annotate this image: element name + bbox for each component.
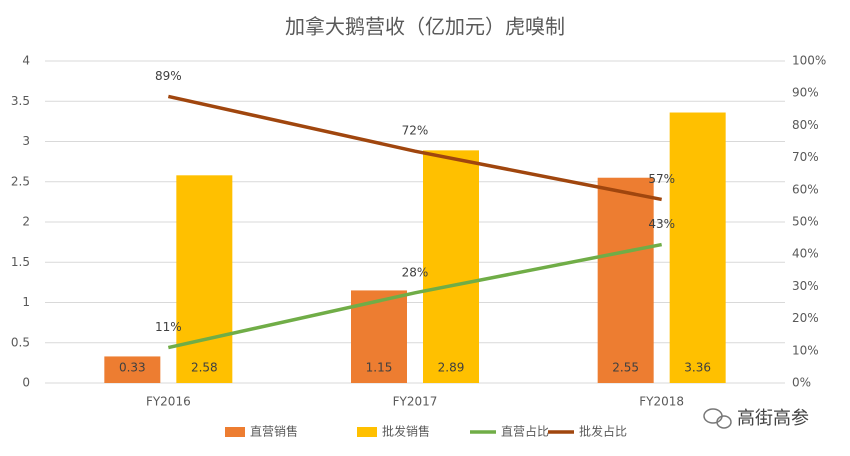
bar [669,112,726,384]
bar [176,175,233,383]
y-tick-label: 0 [22,376,30,390]
line-value-label: 11% [155,320,182,334]
bar [597,177,654,383]
line-value-label: 43% [648,217,675,231]
bar [104,356,161,383]
line-value-label: 57% [648,172,675,186]
y2-tick-label: 90% [792,86,819,100]
watermark: 高街高参 [737,408,809,429]
legend-label: 直营销售 [250,424,298,439]
legend-label: 直营占比 [501,424,549,439]
y2-tick-label: 70% [792,150,819,164]
bar-value-label: 2.58 [191,361,218,375]
y2-tick-label: 100% [792,54,826,68]
bar-value-label: 2.89 [438,361,465,375]
chart-title: 加拿大鹅营收（亿加元）虎嗅制 [285,15,565,39]
y-tick-label: 1.5 [11,255,30,269]
y2-tick-label: 40% [792,247,819,261]
y-tick-label: 4 [22,54,30,68]
line [167,94,663,202]
y2-tick-label: 50% [792,215,819,229]
bar-value-label: 2.55 [612,361,639,375]
y2-tick-label: 80% [792,118,819,132]
y-tick-label: 3.5 [11,94,30,108]
legend-swatch [357,427,377,437]
y2-tick-label: 60% [792,182,819,196]
y2-tick-label: 0% [792,376,811,390]
bar-value-label: 0.33 [119,361,146,375]
x-tick-label: FY2016 [146,395,191,409]
y2-tick-label: 20% [792,311,819,325]
bar-value-label: 3.36 [684,361,711,375]
legend-label: 批发销售 [382,424,430,439]
bar [423,150,479,383]
legend-label: 批发占比 [579,424,627,439]
x-tick-label: FY2018 [639,395,684,409]
legend-swatch [225,427,245,437]
y-tick-label: 3 [22,134,30,148]
line-value-label: 89% [155,69,182,83]
y-tick-label: 0.5 [11,335,30,349]
x-tick-label: FY2017 [393,395,438,409]
y-tick-label: 2.5 [11,174,30,188]
bar-value-label: 1.15 [366,361,393,375]
y-tick-label: 1 [22,295,30,309]
line [167,242,663,350]
watermark-icon [703,408,732,429]
line-value-label: 72% [402,124,429,138]
y2-tick-label: 30% [792,279,819,293]
y2-tick-label: 10% [792,343,819,357]
line-value-label: 28% [402,265,429,279]
y-tick-label: 2 [22,215,30,229]
